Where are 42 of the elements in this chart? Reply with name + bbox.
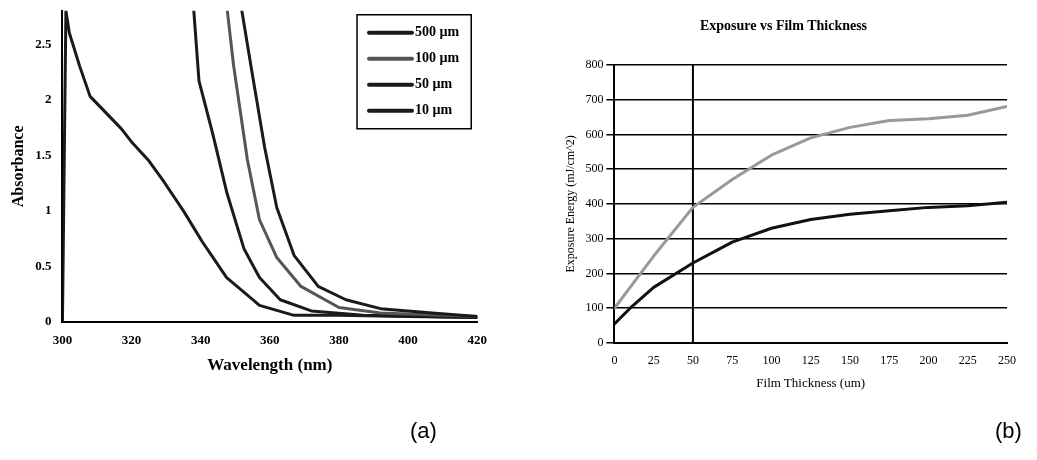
y-tick-label: 0: [44, 313, 52, 329]
legend-label: 100 µm: [415, 50, 460, 66]
y-axis-title: Exposure Energy (mJ/cm^2): [563, 135, 578, 273]
y-tick-label: 100: [585, 300, 604, 315]
y-tick-label: 700: [585, 91, 604, 106]
y-tick-label: 500: [585, 161, 604, 176]
x-tick-label: 100: [762, 353, 781, 368]
text: (a): [410, 418, 437, 444]
legend-label: 500 µm: [415, 24, 460, 40]
x-tick-label: 360: [260, 332, 280, 348]
x-tick-label: 420: [467, 332, 487, 348]
y-tick-label: 600: [585, 126, 604, 141]
x-tick-label: 25: [647, 353, 660, 368]
y-tick-label: 400: [585, 196, 604, 211]
x-axis-title: Wavelength (nm): [207, 355, 333, 375]
y-tick-label: 0.5: [35, 257, 52, 273]
x-tick-label: 175: [880, 353, 899, 368]
x-tick-label: 380: [329, 332, 349, 348]
y-axis-title: Absorbance: [8, 125, 26, 208]
x-tick-label: 400: [398, 332, 418, 348]
x-tick-label: 50: [686, 353, 699, 368]
legend-label: 10 µm: [415, 102, 453, 118]
x-tick-label: 0: [611, 353, 618, 368]
x-tick-label: 250: [998, 353, 1016, 368]
y-tick-label: 1.5: [35, 146, 52, 162]
chart-title: Exposure vs Film Thickness: [699, 18, 868, 34]
x-axis-title: Film Thickness (um): [756, 374, 866, 390]
y-tick-label: 2: [44, 91, 52, 107]
x-tick-label: 320: [121, 332, 142, 348]
x-tick-label: 225: [958, 353, 977, 368]
y-tick-label: 1: [44, 202, 52, 218]
x-tick-label: 75: [726, 353, 739, 368]
y-tick-label: 800: [585, 56, 604, 71]
x-tick-label: 340: [190, 332, 211, 348]
legend-label: 50 µm: [415, 76, 453, 92]
x-tick-label: 200: [919, 353, 938, 368]
text: (b): [995, 418, 1022, 444]
y-tick-label: 300: [585, 230, 604, 245]
x-tick-label: 125: [801, 353, 820, 368]
y-tick-label: 2.5: [35, 35, 52, 51]
y-tick-label: 200: [585, 265, 604, 280]
x-tick-label: 150: [840, 353, 859, 368]
